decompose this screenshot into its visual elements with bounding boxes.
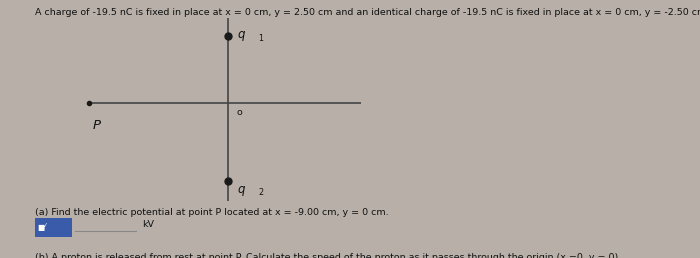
- Text: o: o: [236, 108, 242, 117]
- Text: (b) A proton is released from rest at point P. Calculate the speed of the proton: (b) A proton is released from rest at po…: [34, 253, 621, 258]
- Text: ■⁄: ■⁄: [37, 223, 46, 232]
- Text: (a) Find the electric potential at point P located at x = -9.00 cm, y = 0 cm.: (a) Find the electric potential at point…: [34, 208, 388, 217]
- Text: 1: 1: [258, 34, 263, 43]
- Text: kV: kV: [142, 220, 154, 229]
- Text: q: q: [237, 183, 245, 196]
- Text: A charge of -19.5 nC is fixed in place at x = 0 cm, y = 2.50 cm and an identical: A charge of -19.5 nC is fixed in place a…: [34, 8, 700, 17]
- Text: 2: 2: [258, 188, 263, 197]
- Text: P: P: [92, 119, 100, 132]
- Bar: [34, 218, 72, 237]
- Text: q: q: [237, 28, 245, 41]
